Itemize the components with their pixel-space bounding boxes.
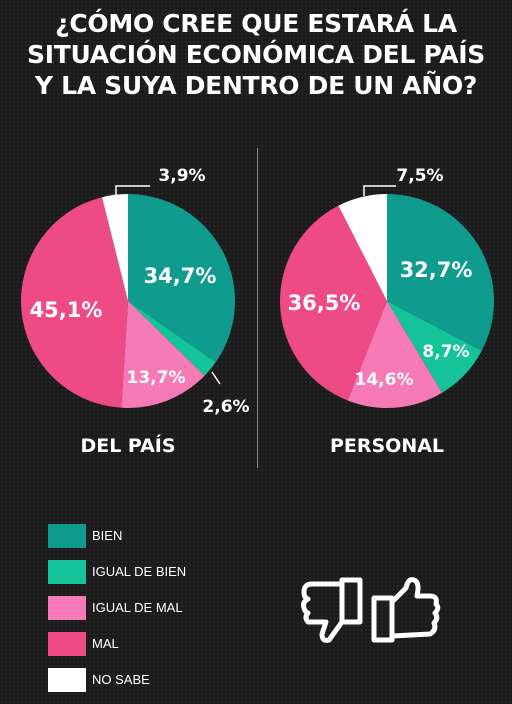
pie-slice-personal-no-sabe [338,194,387,301]
pie-value-label-personal-igual-mal: 14,6% [354,370,414,390]
pie-value-label-personal-mal: 36,5% [287,291,361,315]
pie-slice-pais-mal [21,197,128,408]
legend-label-no-sabe: NO SABE [92,672,150,687]
pie-title-pais: DEL PAÍS [80,435,176,457]
legend-swatch-no-sabe [48,668,86,692]
thumbs-up-icon [371,577,441,643]
legend-item-igual-de-bien: IGUAL DE BIEN [48,560,268,586]
pie-value-label-personal-bien: 32,7% [399,258,473,282]
pie-value-label-pais-bien: 34,7% [143,264,217,288]
legend-label-mal: MAL [92,636,119,651]
title-line-1: ¿CÓMO CREE QUE ESTARÁ LA [55,9,457,38]
leader-line [211,371,221,385]
thumbs-down-icon [301,577,363,643]
pie-title-personal: PERSONAL [329,435,445,457]
title-line-2: SITUACIÓN ECONÓMICA DEL PAÍS [27,40,485,69]
legend-swatch-bien [48,524,86,548]
pie-slice-personal-bien [387,194,494,351]
chart-title: ¿CÓMO CREE QUE ESTARÁ LA SITUACIÓN ECONÓ… [0,8,512,101]
pie-value-label-pais-no-sabe: 3,9% [158,166,206,186]
pie-slice-personal-igual-bien [387,301,482,393]
title-line-3: Y LA SUYA DENTRO DE UN AÑO? [34,71,478,100]
pie-value-label-personal-igual-bien: 8,7% [422,342,470,362]
legend-item-bien: BIEN [48,524,268,550]
legend-item-mal: MAL [48,632,268,658]
pie-value-label-personal-no-sabe: 7,5% [396,166,444,186]
legend-swatch-mal [48,632,86,656]
charts-divider [257,148,258,468]
legend-item-igual-de-mal: IGUAL DE MAL [48,596,268,622]
pie-slice-pais-igual-mal [121,301,205,408]
legend-swatch-igual-de-mal [48,596,86,620]
pie-value-label-pais-igual-bien: 2,6% [202,397,250,417]
leader-line [115,185,150,196]
pie-slice-pais-no-sabe [102,194,128,301]
pie-slice-personal-mal [279,205,387,401]
legend-label-igual-de-bien: IGUAL DE BIEN [92,564,187,579]
pie-value-label-pais-igual-mal: 13,7% [126,368,186,388]
pie-slice-pais-igual-bien [128,301,216,376]
leader-line [363,185,396,196]
legend-item-no-sabe: NO SABE [48,668,268,694]
pie-value-label-pais-mal: 45,1% [29,298,103,322]
pie-slice-personal-igual-mal [347,301,443,408]
legend-swatch-igual-de-bien [48,560,86,584]
thumbs-icons [301,577,441,643]
pie-slice-pais-bien [128,194,235,363]
legend-label-bien: BIEN [92,528,123,543]
legend-label-igual-de-mal: IGUAL DE MAL [92,600,183,615]
